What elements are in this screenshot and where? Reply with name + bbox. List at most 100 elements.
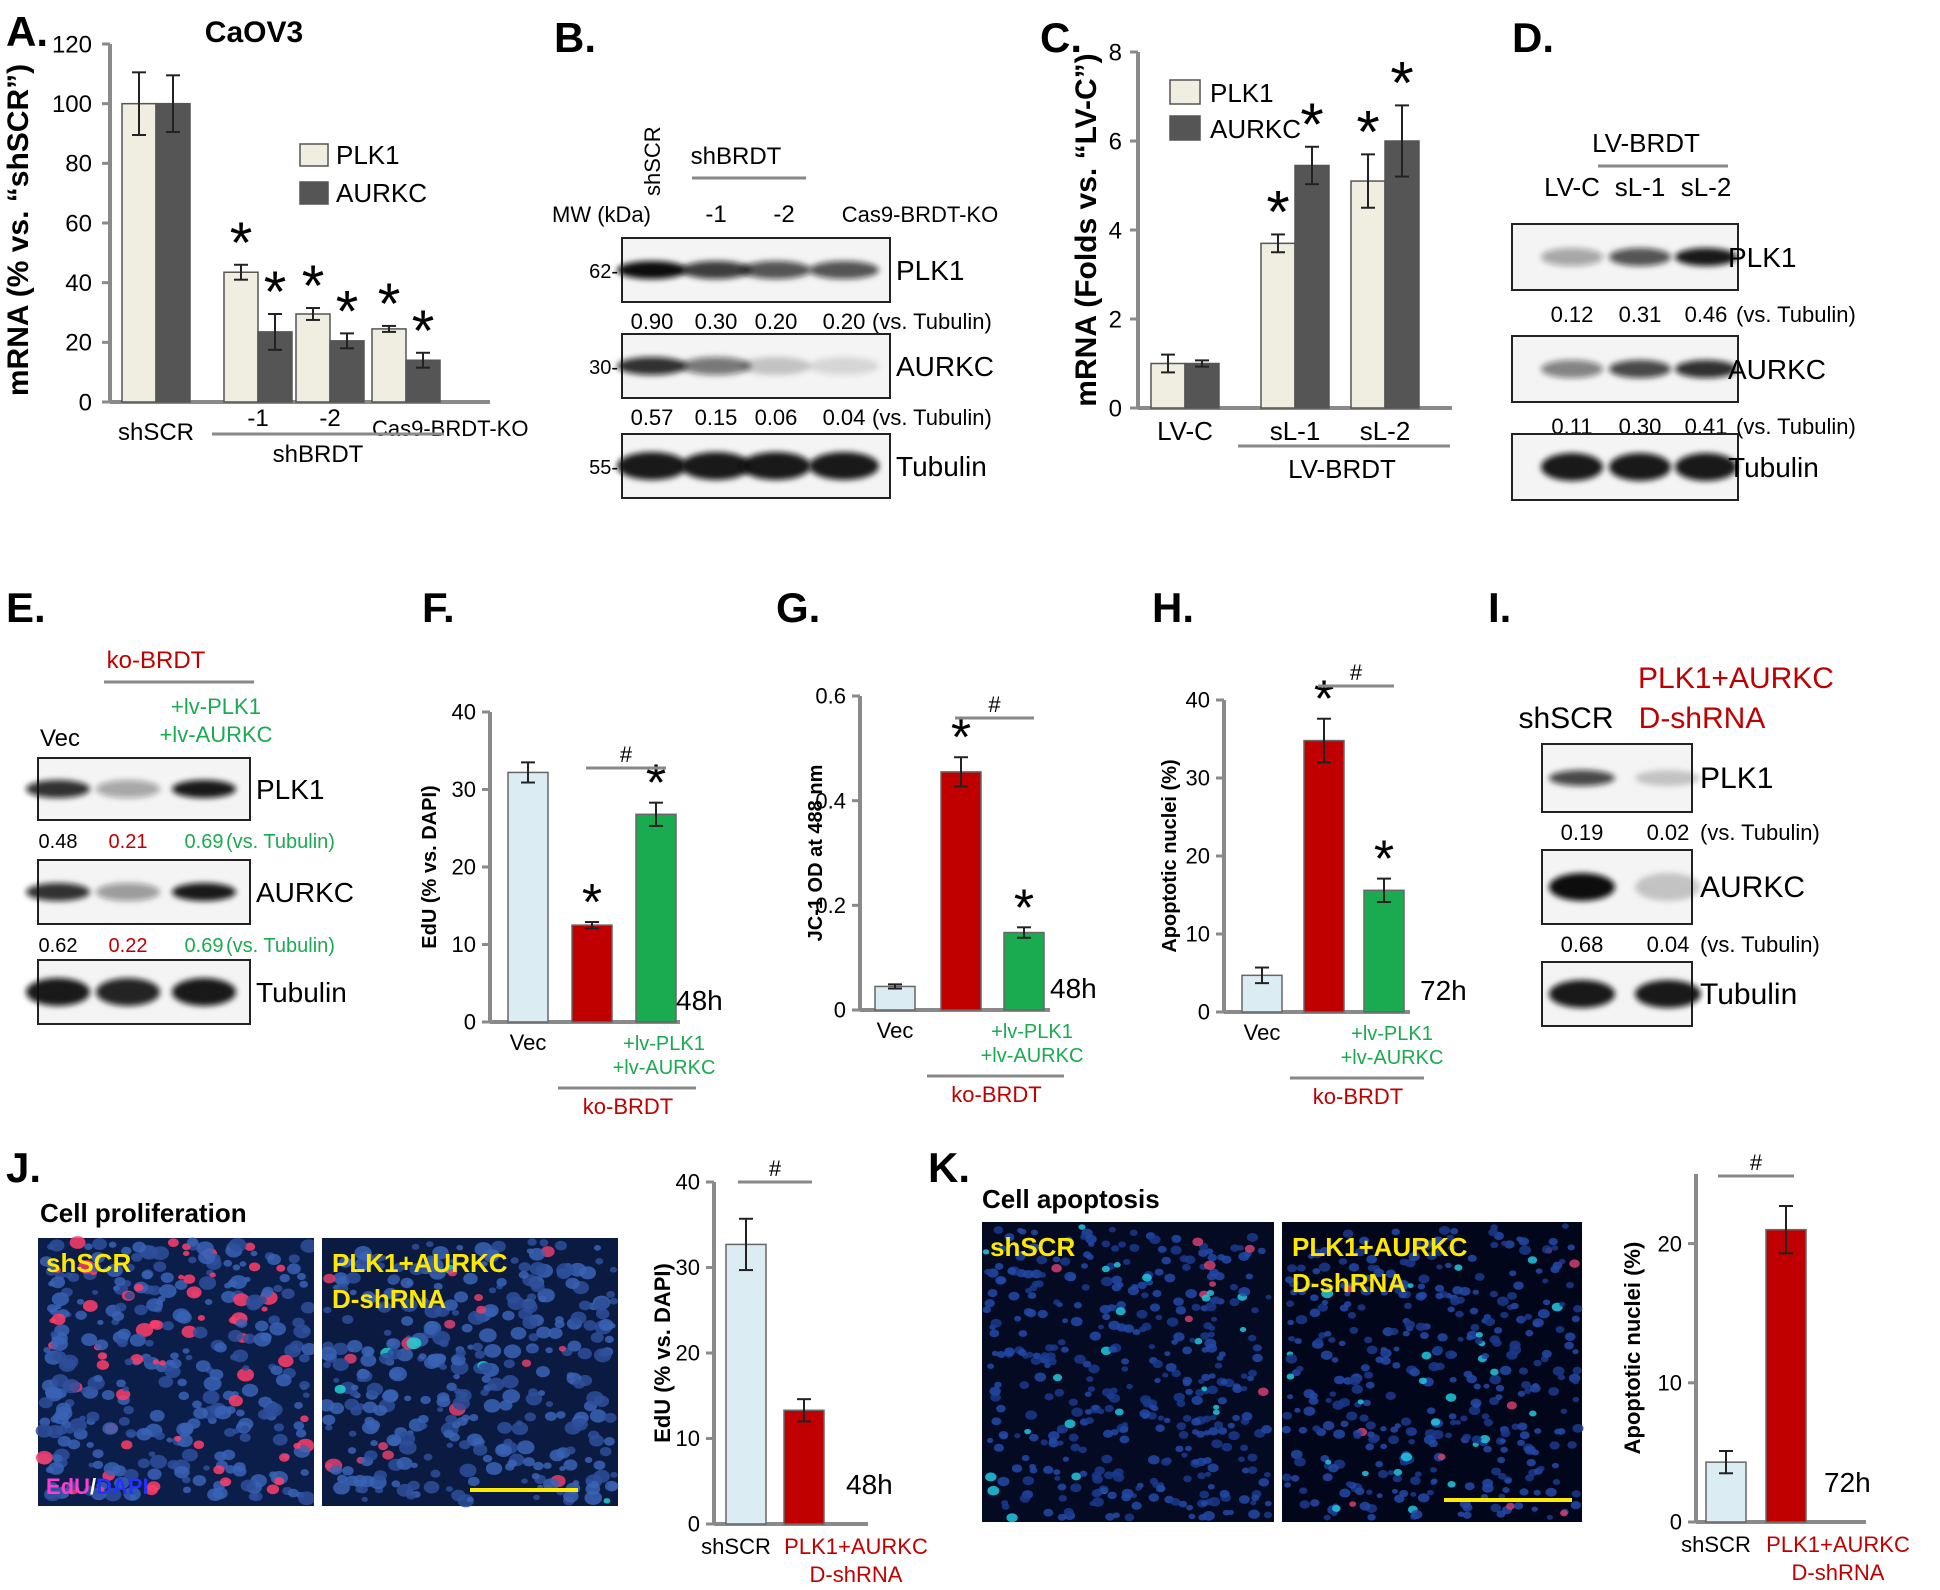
bar-aurkc: [405, 359, 441, 403]
blot-band: [617, 357, 687, 375]
nucleus: [1298, 1426, 1308, 1434]
nucleus: [239, 1433, 251, 1442]
nucleus: [1309, 1308, 1321, 1318]
nucleus: [167, 1238, 179, 1248]
y-axis-label: Apoptotic nuclei (%): [1159, 759, 1181, 952]
nucleus: [454, 1291, 469, 1303]
blot-quant: 0.90: [631, 309, 674, 334]
nucleus: [1102, 1313, 1111, 1321]
panel-label-f: F.: [422, 584, 455, 631]
nucleus: [152, 1359, 160, 1365]
nucleus: [467, 1476, 480, 1487]
nucleus: [204, 1299, 213, 1305]
nucleus: [197, 1315, 206, 1321]
nucleus: [1043, 1465, 1054, 1474]
significance-star: *: [302, 254, 325, 319]
micrograph-j: Cell proliferation shSCR PLK1+AURKC D-shRNA…: [35, 1198, 619, 1508]
nucleus: [1333, 1429, 1346, 1439]
nucleus: [1155, 1314, 1163, 1321]
nucleus: [1070, 1443, 1081, 1452]
nucleus: [987, 1289, 998, 1298]
nucleus: [1496, 1510, 1506, 1518]
nucleus: [43, 1347, 51, 1353]
significance-star: *: [646, 755, 666, 813]
nucleus: [261, 1289, 272, 1298]
blot-band: [26, 780, 90, 798]
nucleus: [287, 1263, 301, 1275]
nucleus: [1248, 1334, 1257, 1342]
nucleus: [1352, 1277, 1360, 1283]
nucleus: [1206, 1343, 1218, 1353]
nucleus: [1425, 1240, 1434, 1247]
nucleus: [1239, 1327, 1247, 1333]
western-blot-e: ko-BRDT Vec +lv-PLK1 +lv-AURKC PLK1 0.48 0.21 0…: [26, 647, 354, 1025]
nucleus: [1157, 1415, 1165, 1421]
nucleus: [1054, 1475, 1061, 1481]
nucleus: [333, 1481, 350, 1495]
nucleus: [1201, 1386, 1208, 1392]
nucleus: [1506, 1350, 1518, 1360]
panel-label-k: K.: [928, 1144, 970, 1191]
lane-label: sL-2: [1681, 172, 1732, 202]
nucleus: [1366, 1345, 1378, 1355]
blot-band: [1635, 873, 1701, 901]
lane-label: shSCR: [640, 126, 665, 196]
nucleus: [1264, 1500, 1272, 1507]
nucleus: [409, 1263, 425, 1276]
nucleus: [1533, 1489, 1541, 1496]
nucleus: [583, 1320, 597, 1331]
nucleus: [1354, 1487, 1365, 1496]
nucleus: [1034, 1372, 1047, 1382]
nucleus: [1080, 1234, 1087, 1240]
nucleus: [1484, 1317, 1496, 1327]
nucleus: [522, 1316, 539, 1330]
nucleus: [1307, 1253, 1315, 1259]
blot-quant: 0.12: [1551, 302, 1594, 327]
nucleus: [1496, 1296, 1509, 1307]
nucleus: [193, 1407, 208, 1420]
nucleus: [577, 1347, 592, 1360]
y-tick-label: 0: [834, 998, 846, 1023]
nucleus: [584, 1456, 593, 1464]
nucleus: [1500, 1429, 1511, 1438]
lane-label: -2: [773, 201, 794, 228]
blot-row-label: Tubulin: [1700, 978, 1797, 1011]
nucleus: [1513, 1502, 1524, 1510]
nucleus: [1517, 1390, 1526, 1397]
nucleus: [148, 1285, 162, 1296]
nucleus: [233, 1465, 240, 1471]
nucleus: [1025, 1410, 1038, 1420]
bar-plk1: [1350, 180, 1386, 409]
nucleus: [537, 1288, 555, 1303]
blot-quant: 0.21: [109, 831, 148, 853]
blot-quant: 0.69: [185, 831, 224, 853]
time-label: 48h: [676, 985, 723, 1016]
nucleus: [1040, 1439, 1048, 1446]
nucleus: [1312, 1425, 1321, 1432]
legend-swatch-plk1: [299, 143, 329, 167]
nucleus: [1545, 1487, 1557, 1497]
nucleus: [1025, 1351, 1034, 1358]
nucleus: [273, 1284, 283, 1293]
nucleus: [1489, 1290, 1498, 1298]
nucleus: [1284, 1482, 1292, 1488]
blot-quant: 0.57: [631, 405, 674, 430]
nucleus: [104, 1487, 122, 1502]
nucleus: [1506, 1502, 1515, 1510]
nucleus: [1062, 1456, 1070, 1462]
nucleus: [1058, 1494, 1067, 1502]
nucleus: [1129, 1229, 1138, 1236]
nucleus: [1490, 1368, 1499, 1376]
nucleus: [185, 1354, 193, 1361]
nucleus: [1079, 1470, 1088, 1477]
nucleus: [101, 1389, 115, 1401]
nucleus: [1188, 1513, 1196, 1520]
nucleus: [1029, 1284, 1038, 1292]
nucleus: [393, 1262, 405, 1273]
nucleus: [162, 1321, 174, 1331]
nucleus: [1112, 1512, 1120, 1519]
nucleus: [418, 1353, 427, 1360]
bar-aurkc: [155, 102, 191, 403]
nucleus: [141, 1270, 153, 1280]
panel-label-i: I.: [1488, 584, 1511, 631]
